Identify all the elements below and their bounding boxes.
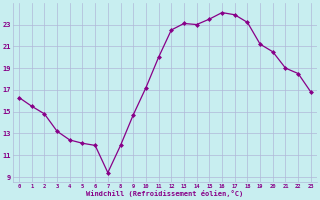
X-axis label: Windchill (Refroidissement éolien,°C): Windchill (Refroidissement éolien,°C) [86,190,244,197]
